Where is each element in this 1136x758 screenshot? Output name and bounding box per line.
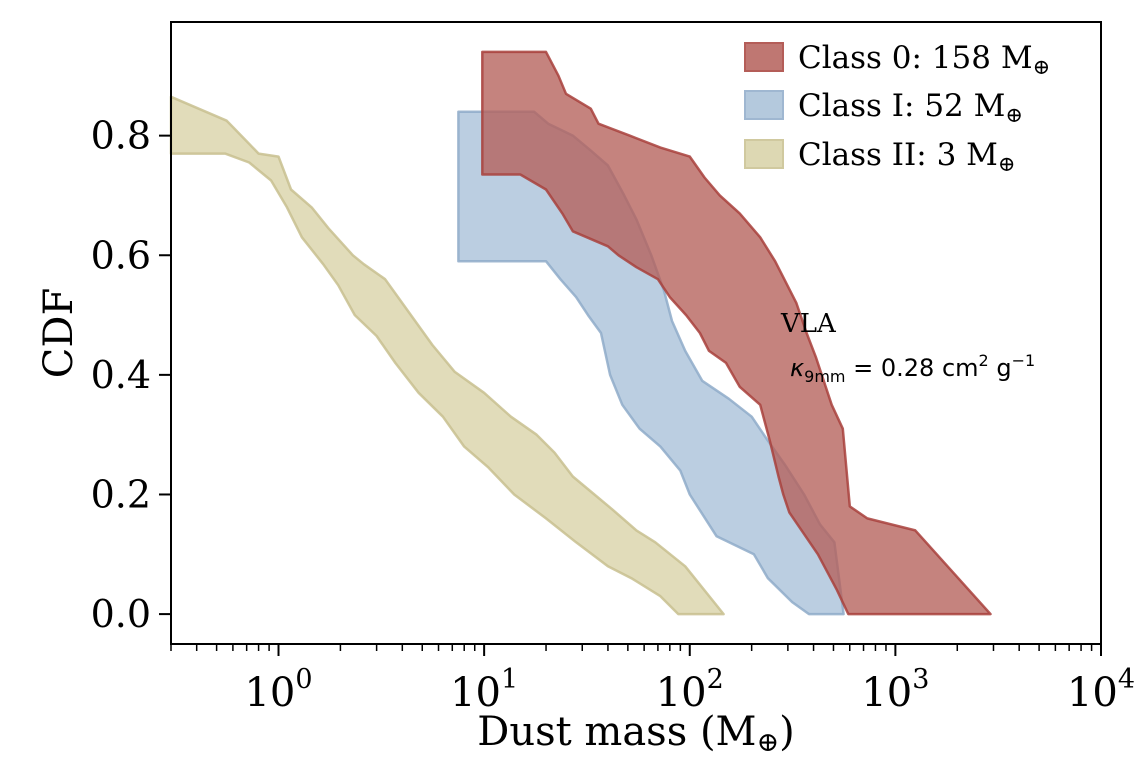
annotation-vla: VLA xyxy=(780,309,837,339)
y-tick-label: 0.0 xyxy=(91,592,151,636)
x-tick-label: 103 xyxy=(861,664,929,716)
series-layer xyxy=(169,50,992,616)
y-axis-label: CDF xyxy=(36,288,82,378)
x-tick-label: 102 xyxy=(656,664,724,716)
annotation-kappa: κ9mm = 0.28 cm2 g−1 xyxy=(790,351,1035,386)
legend-label-class-i: Class I: 52 M⊕ xyxy=(798,88,1023,127)
x-axis-label: Dust mass (M⊕) xyxy=(477,709,795,758)
legend-swatch-class-i xyxy=(744,90,784,120)
legend-label-class-0: Class 0: 158 M⊕ xyxy=(798,40,1050,79)
x-tick-label: 104 xyxy=(1067,664,1135,716)
legend: Class 0: 158 M⊕ Class I: 52 M⊕ Class II:… xyxy=(744,40,1050,176)
y-tick-label: 0.4 xyxy=(91,353,151,397)
y-tick-label: 0.6 xyxy=(91,233,151,277)
legend-swatch-class-ii xyxy=(744,139,784,169)
x-tick-label: 100 xyxy=(244,664,312,716)
legend-swatch-class-0 xyxy=(744,42,784,72)
band-class-ii xyxy=(169,95,725,616)
band-class-0 xyxy=(481,50,992,616)
annotation: VLA κ9mm = 0.28 cm2 g−1 xyxy=(780,309,1035,386)
ticks-layer: 100 101 102 103 104 0.0 0.2 0.4 0.6 0.8 xyxy=(91,114,1135,716)
legend-label-class-ii: Class II: 3 M⊕ xyxy=(798,137,1016,176)
plot-frame xyxy=(170,21,1102,645)
x-tick-label: 101 xyxy=(450,664,518,716)
y-tick-label: 0.2 xyxy=(91,472,151,516)
y-tick-label: 0.8 xyxy=(91,114,151,158)
